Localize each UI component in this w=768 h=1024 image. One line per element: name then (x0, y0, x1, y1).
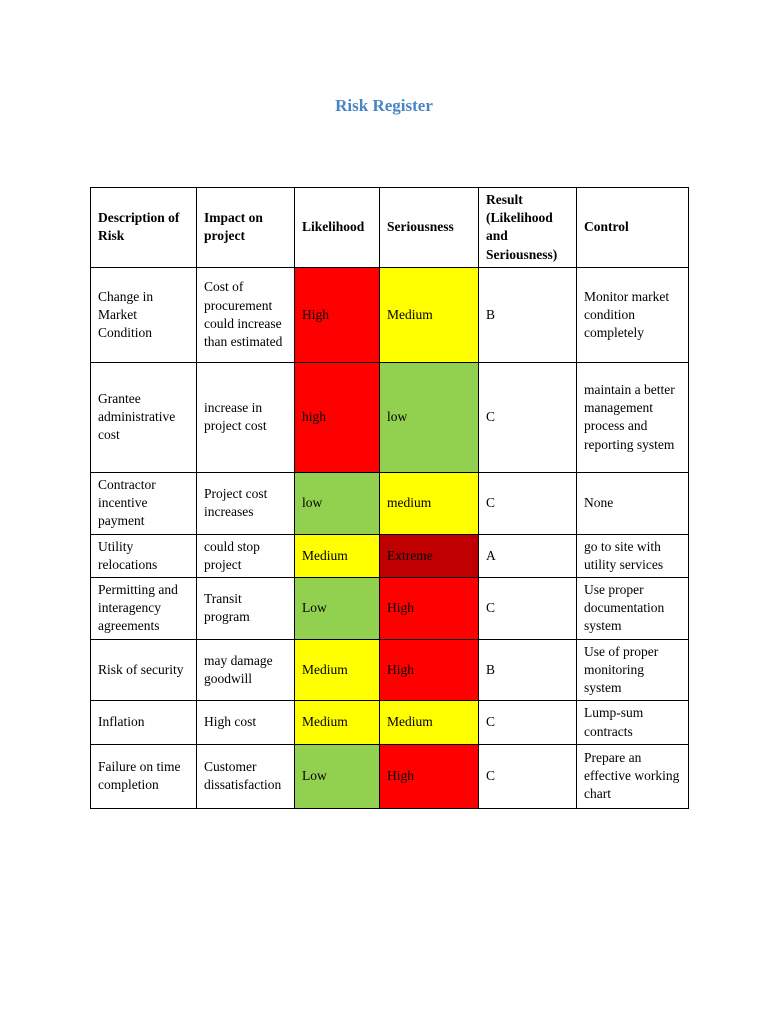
cell-impact: increase in project cost (196, 361, 295, 473)
column-header-impact: Impact on project (196, 187, 295, 268)
cell-result: A (478, 533, 577, 578)
cell-likelihood: Medium (294, 638, 380, 702)
table-row: Change in Market Condition Cost of procu… (90, 266, 689, 363)
table-row: Inflation High cost Medium Medium C Lump… (90, 700, 689, 745)
cell-control: Monitor market condition completely (576, 266, 689, 363)
cell-description: Inflation (90, 700, 197, 745)
table-row: Permitting and interagency agreements Tr… (90, 576, 689, 640)
cell-control: Use of proper monitoring system (576, 638, 689, 702)
cell-control: maintain a better management process and… (576, 361, 689, 473)
cell-result: B (478, 638, 577, 702)
column-header-likelihood: Likelihood (294, 187, 380, 268)
cell-result: C (478, 743, 577, 809)
table-row: Failure on time completion Customer diss… (90, 743, 689, 809)
cell-result: B (478, 266, 577, 363)
cell-seriousness: High (379, 743, 479, 809)
cell-impact: Cost of procurement could increase than … (196, 266, 295, 363)
cell-result: C (478, 361, 577, 473)
cell-impact: could stop project (196, 533, 295, 578)
cell-seriousness: medium (379, 471, 479, 535)
cell-impact: Transit program (196, 576, 295, 640)
table-row: Grantee administrative cost increase in … (90, 361, 689, 473)
cell-result: C (478, 471, 577, 535)
cell-seriousness: Extreme (379, 533, 479, 578)
cell-likelihood: High (294, 266, 380, 363)
cell-control: Prepare an effective working chart (576, 743, 689, 809)
cell-impact: Customer dissatisfaction (196, 743, 295, 809)
cell-control: Lump-sum contracts (576, 700, 689, 745)
cell-likelihood: Low (294, 576, 380, 640)
cell-result: C (478, 576, 577, 640)
cell-result: C (478, 700, 577, 745)
column-header-result: Result (Likelihood and Seriousness) (478, 187, 577, 268)
table-row: Contractor incentive payment Project cos… (90, 471, 689, 535)
column-header-seriousness: Seriousness (379, 187, 479, 268)
cell-likelihood: low (294, 471, 380, 535)
cell-control: None (576, 471, 689, 535)
column-header-description: Description of Risk (90, 187, 197, 268)
cell-likelihood: Low (294, 743, 380, 809)
cell-control: go to site with utility services (576, 533, 689, 578)
page-title: Risk Register (335, 96, 433, 115)
cell-likelihood: Medium (294, 533, 380, 578)
cell-seriousness: Medium (379, 266, 479, 363)
cell-seriousness: High (379, 638, 479, 702)
cell-seriousness: Medium (379, 700, 479, 745)
cell-impact: may damage goodwill (196, 638, 295, 702)
cell-description: Failure on time completion (90, 743, 197, 809)
cell-description: Change in Market Condition (90, 266, 197, 363)
cell-description: Grantee administrative cost (90, 361, 197, 473)
cell-impact: High cost (196, 700, 295, 745)
risk-register-table: Description of Risk Impact on project Li… (90, 187, 689, 809)
table-row: Utility relocations could stop project M… (90, 533, 689, 578)
cell-description: Risk of security (90, 638, 197, 702)
table-row: Risk of security may damage goodwill Med… (90, 638, 689, 702)
table-header-row: Description of Risk Impact on project Li… (90, 187, 689, 268)
cell-seriousness: low (379, 361, 479, 473)
cell-description: Permitting and interagency agreements (90, 576, 197, 640)
cell-description: Utility relocations (90, 533, 197, 578)
cell-impact: Project cost increases (196, 471, 295, 535)
cell-control: Use proper documentation system (576, 576, 689, 640)
cell-likelihood: Medium (294, 700, 380, 745)
cell-description: Contractor incentive payment (90, 471, 197, 535)
cell-likelihood: high (294, 361, 380, 473)
column-header-control: Control (576, 187, 689, 268)
cell-seriousness: High (379, 576, 479, 640)
